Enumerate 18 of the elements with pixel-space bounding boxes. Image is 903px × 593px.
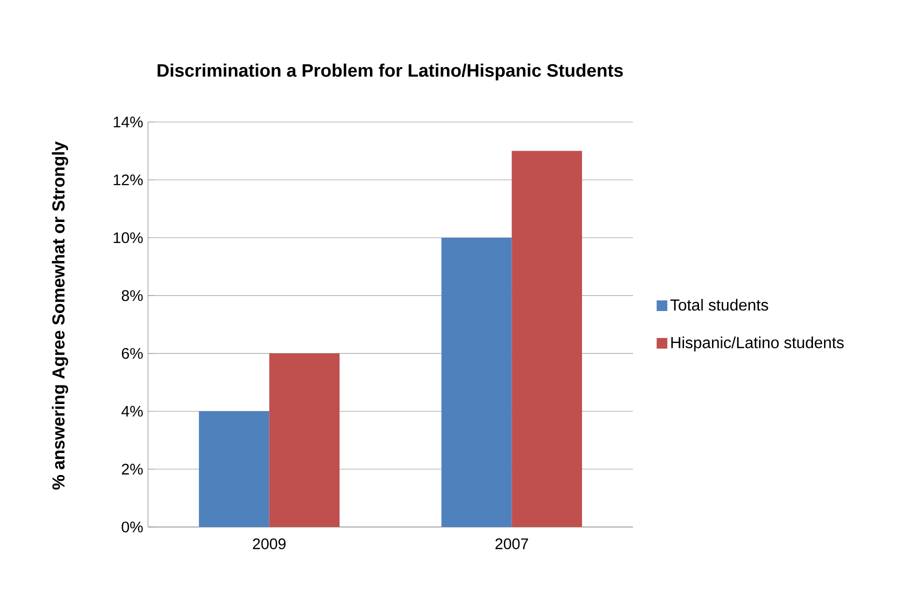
- y-tick-label: 12%: [114, 174, 143, 186]
- y-tick-label: 10%: [114, 232, 143, 244]
- x-tick-label: 2009: [252, 538, 286, 550]
- bar: [512, 150, 582, 527]
- y-tick-label: 6%: [122, 348, 143, 359]
- y-tick-label: 0%: [122, 522, 143, 532]
- legend-label: Total students: [670, 298, 768, 311]
- y-tick-label: 8%: [122, 290, 143, 301]
- y-tick-label: 14%: [114, 116, 143, 128]
- bar: [198, 411, 270, 527]
- x-tick-label: 2007: [495, 538, 528, 550]
- legend-label: Hispanic/Latino students: [671, 336, 844, 352]
- y-tick-label: 2%: [122, 464, 143, 475]
- bar: [441, 238, 512, 527]
- chart-title: Discrimination a Problem for Latino/Hispanic Students: [158, 64, 623, 80]
- y-axis-title: % answering Agree Somewhat or Strongly: [52, 141, 68, 490]
- bar: [269, 353, 340, 527]
- y-tick-label: 4%: [121, 406, 143, 417]
